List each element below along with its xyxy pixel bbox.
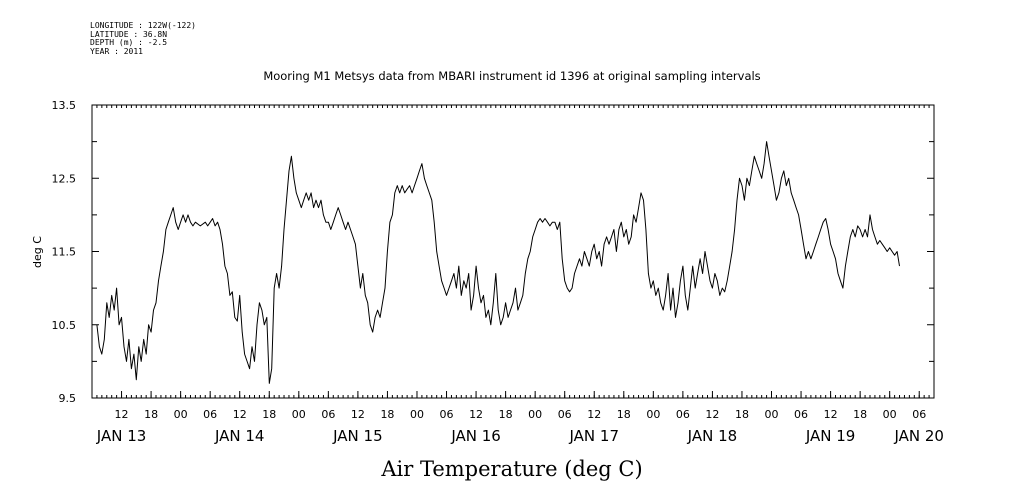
y-tick-label: 11.5: [52, 246, 77, 259]
x-hour-tick-label: 12: [115, 408, 129, 421]
x-hour-tick-label: 18: [144, 408, 158, 421]
chart-title: Mooring M1 Metsys data from MBARI instru…: [263, 69, 760, 83]
x-hour-tick-label: 06: [794, 408, 808, 421]
series-layer: [96, 141, 900, 384]
x-hour-tick-label: 00: [174, 408, 188, 421]
x-hour-tick-label: 06: [440, 408, 454, 421]
x-hour-tick-label: 18: [499, 408, 513, 421]
air-temperature-line: [96, 141, 900, 384]
x-day-label: JAN 13: [96, 427, 147, 445]
x-hour-tick-label: 06: [912, 408, 926, 421]
y-tick-label: 9.5: [59, 392, 77, 405]
year-label: YEAR : 2011: [90, 46, 143, 56]
depth-label: DEPTH (m) : -2.5: [90, 38, 168, 47]
longitude-label: LONGITUDE : 122W(-122): [90, 21, 196, 30]
x-hour-tick-label: 00: [765, 408, 779, 421]
x-day-label: JAN 19: [805, 427, 856, 445]
x-day-label: JAN 14: [214, 427, 265, 445]
x-hour-tick-label: 12: [351, 408, 365, 421]
y-tick-label: 12.5: [52, 172, 77, 185]
x-hour-tick-label: 18: [380, 408, 394, 421]
x-hour-tick-label: 00: [883, 408, 897, 421]
x-day-label: JAN 18: [687, 427, 738, 445]
x-day-label: JAN 20: [893, 427, 944, 445]
plot-frame: [91, 104, 935, 399]
latitude-label: LATITUDE : 36.8N: [90, 29, 168, 39]
x-hour-tick-label: 00: [646, 408, 660, 421]
x-hour-tick-label: 12: [233, 408, 247, 421]
x-hour-tick-label: 18: [735, 408, 749, 421]
x-hour-tick-label: 12: [705, 408, 719, 421]
x-hour-tick-label: 06: [203, 408, 217, 421]
y-axis-label: deg C: [31, 236, 44, 268]
x-axis: 12 18 00 06 12 18 00 06 12 18 00 06 12 18 00 06 12 18 00 06…: [91, 105, 944, 445]
x-hour-tick-label: 06: [558, 408, 572, 421]
location-metadata: LONGITUDE : 122W(-122) LATITUDE : 36.8N …: [90, 21, 196, 56]
x-hour-tick-label: 00: [528, 408, 542, 421]
x-hour-tick-label: 12: [824, 408, 838, 421]
x-hour-tick-label: 00: [292, 408, 306, 421]
x-hour-tick-label: 18: [853, 408, 867, 421]
y-tick-label: 10.5: [52, 319, 77, 332]
y-tick-label: 13.5: [52, 99, 77, 112]
x-day-label: JAN 16: [450, 427, 501, 445]
y-axis: 9.5 10.5 11.5 12.5 13.5: [52, 99, 934, 405]
x-hour-tick-label: 12: [469, 408, 483, 421]
x-hour-tick-label: 00: [410, 408, 424, 421]
x-hour-tick-label: 18: [262, 408, 276, 421]
x-day-label: JAN 15: [332, 427, 383, 445]
x-hour-tick-label: 18: [617, 408, 631, 421]
x-day-label: JAN 17: [568, 427, 619, 445]
x-hour-tick-label: 06: [321, 408, 335, 421]
x-hour-tick-label: 06: [676, 408, 690, 421]
x-hour-tick-label: 12: [587, 408, 601, 421]
x-axis-label: Air Temperature (deg C): [380, 457, 642, 481]
